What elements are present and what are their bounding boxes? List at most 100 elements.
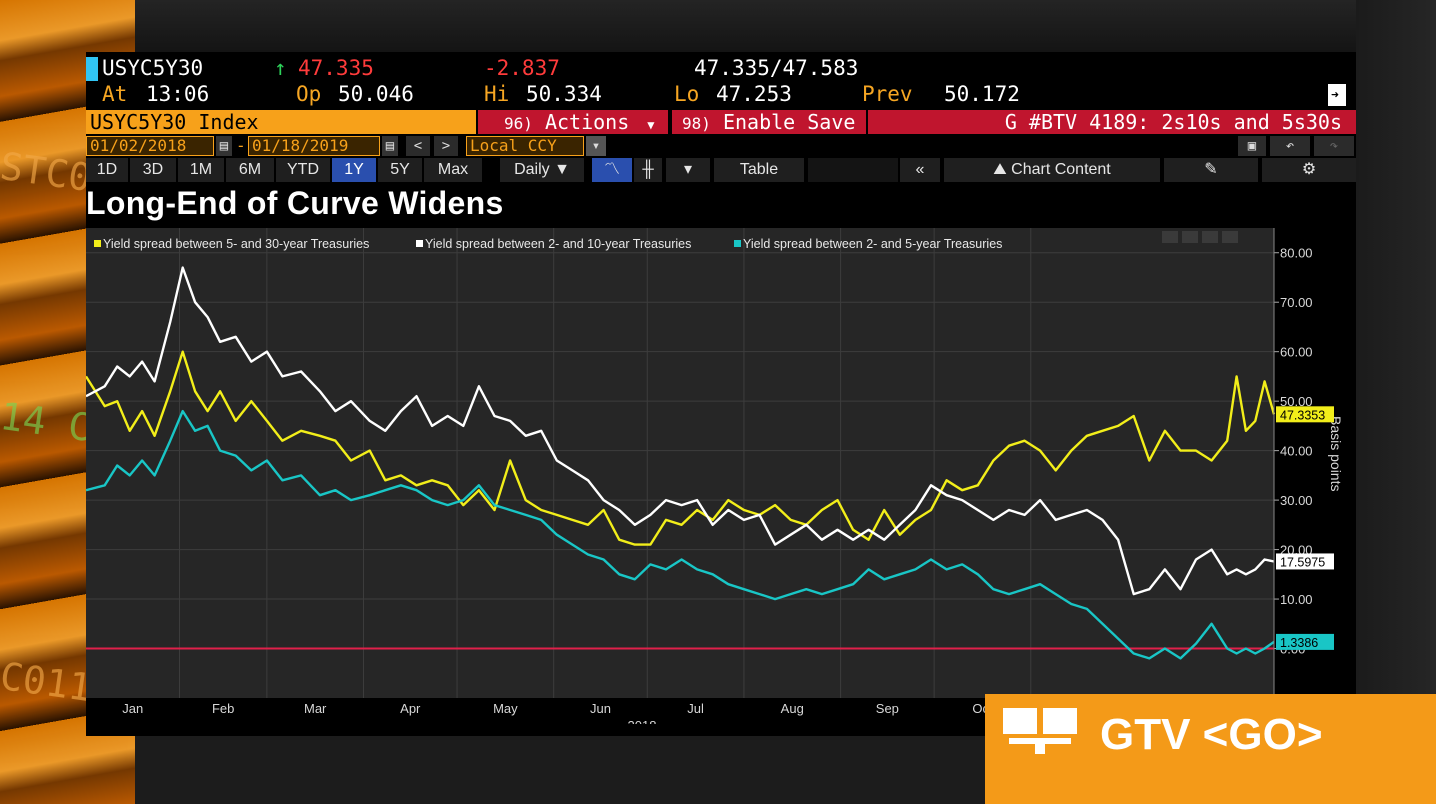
frequency-select[interactable]: Daily ▼ (500, 158, 584, 182)
currency-select[interactable]: Local CCY (466, 136, 584, 156)
legend-entry: Yield spread between 2- and 10-year Trea… (425, 237, 691, 251)
last-value-box (1276, 406, 1334, 423)
legend-swatch (94, 240, 101, 247)
low-label: Lo (674, 82, 700, 106)
last-value-tag: 47.3353 (1276, 406, 1334, 423)
zoom-in-icon[interactable] (1162, 231, 1178, 243)
date-dash: - (236, 136, 246, 155)
up-arrow-icon: ↑ (274, 56, 287, 80)
open-value: 50.046 (338, 82, 414, 106)
low-value: 47.253 (716, 82, 792, 106)
gtv-go-text: GTV <GO> (1100, 710, 1323, 759)
last-value-tag: 1.3386 (1276, 633, 1334, 650)
at-value: 13:06 (146, 82, 210, 106)
y-tick-label: 40.00 (1280, 444, 1313, 459)
x-tick-label: Jul (687, 701, 704, 716)
chevron-down-icon[interactable]: ▾ (586, 136, 606, 156)
net-change: -2.837 (484, 56, 560, 80)
period-button-1d[interactable]: 1D (86, 158, 128, 182)
series-line[interactable] (86, 350, 1276, 546)
prev-label: Prev (862, 82, 913, 106)
period-button-6m[interactable]: 6M (226, 158, 274, 182)
last-value-label: 47.3353 (1280, 408, 1325, 422)
calendar-icon[interactable]: ▤ (216, 136, 232, 156)
terminal-window: USYC5Y30 ↑ 47.335 -2.837 47.335/47.583 A… (86, 52, 1356, 736)
y-axis: 80.0070.0060.0050.0040.0030.0020.0010.00… (1273, 228, 1344, 698)
x-tick-label: Aug (781, 701, 804, 716)
x-tick-label: Sep (876, 701, 899, 716)
period-button-ytd[interactable]: YTD (276, 158, 330, 182)
chevron-left-icon[interactable]: < (406, 136, 430, 156)
y-tick-label: 10.00 (1280, 592, 1313, 607)
ticker[interactable]: USYC5Y30 (102, 56, 204, 80)
redo-icon[interactable]: ↷ (1314, 136, 1354, 156)
ghost-text: C011 (0, 653, 95, 711)
export-icon[interactable]: ➜ (1328, 84, 1346, 106)
end-date-field[interactable]: 01/18/2019 (248, 136, 380, 156)
table-button[interactable]: Table (714, 158, 804, 182)
x-tick-label: Mar (304, 701, 327, 716)
line-chart-icon[interactable]: 〽 (592, 158, 632, 182)
undo-icon[interactable]: ↶ (1270, 136, 1310, 156)
bid-ask: 47.335/47.583 (694, 56, 859, 80)
period-button-1m[interactable]: 1M (178, 158, 224, 182)
double-chevron-left-icon[interactable]: « (900, 158, 940, 182)
actions-label: Actions (544, 110, 630, 134)
period-button-max[interactable]: Max (424, 158, 482, 182)
chart-area[interactable]: Yield spread between 5- and 30-year Trea… (86, 228, 1356, 724)
y-axis-label: Basis points (1328, 416, 1344, 491)
background-right (1356, 0, 1436, 804)
start-date-field[interactable]: 01/02/2018 (86, 136, 214, 156)
screens-icon (1003, 708, 1077, 754)
y-tick-label: 50.00 (1280, 394, 1313, 409)
legend: Yield spread between 5- and 30-year Trea… (94, 237, 1002, 251)
story-title[interactable]: G #BTV 4189: 2s10s and 5s30s (868, 110, 1356, 134)
x-tick-label: Apr (400, 701, 421, 716)
y-tick-label: 60.00 (1280, 345, 1313, 360)
legend-entry: Yield spread between 2- and 5-year Treas… (743, 237, 1002, 251)
period-button-1y[interactable]: 1Y (332, 158, 376, 182)
ghost-text: STC0 (0, 143, 95, 201)
chevron-down-icon[interactable]: ▾ (666, 158, 710, 182)
spacer (808, 158, 898, 182)
chevron-right-icon[interactable]: > (434, 136, 458, 156)
last-value-box (1276, 633, 1334, 650)
ticker-marker (86, 57, 98, 81)
series-line[interactable] (86, 266, 1275, 596)
period-row: 1D 3D 1M 6M YTD 1Y 5Y Max Daily ▼ 〽 ╫ ▾ Table «… (86, 158, 1356, 182)
series-line[interactable] (86, 409, 1275, 660)
period-button-5y[interactable]: 5Y (378, 158, 422, 182)
legend-swatch (734, 240, 741, 247)
actions-button[interactable]: 96) Actions ▼ (478, 110, 668, 134)
toolbar-row: USYC5Y30 Index 96) Actions ▼ 98) Enable … (86, 110, 1356, 134)
background-top (135, 0, 1356, 52)
legend-entry: Yield spread between 5- and 30-year Trea… (103, 237, 369, 251)
pen-icon[interactable] (1182, 231, 1198, 243)
bar-chart-icon[interactable]: ╫ (634, 158, 662, 182)
calendar-icon[interactable]: ▤ (382, 136, 398, 156)
chart-content-label: Chart Content (1011, 161, 1111, 178)
x-tick-label: Jan (122, 701, 143, 716)
last-value-label: 1.3386 (1280, 636, 1318, 650)
y-tick-label: 30.00 (1280, 493, 1313, 508)
chart-content-button[interactable]: ⛰ Chart Content (944, 158, 1160, 182)
quote-row-2: At 13:06 Op 50.046 Hi 50.334 Lo 47.253 P… (86, 82, 1356, 108)
x-axis-label: 2018 (628, 718, 657, 724)
play-icon[interactable]: ▣ (1238, 136, 1266, 156)
grid-icon[interactable] (1202, 231, 1218, 243)
y-tick-label: 80.00 (1280, 246, 1313, 261)
high-value: 50.334 (526, 82, 602, 106)
enable-save-button[interactable]: 98) Enable Save (672, 110, 866, 134)
chevron-down-icon: ▼ (647, 118, 655, 132)
search-icon[interactable] (1222, 231, 1238, 243)
save-label: Enable Save (722, 110, 856, 134)
last-value-box (1276, 553, 1334, 570)
period-button-3d[interactable]: 3D (130, 158, 176, 182)
gear-icon[interactable]: ⚙ (1262, 158, 1356, 182)
legend-swatch (416, 240, 423, 247)
edit-icon[interactable]: ✎ (1164, 158, 1258, 182)
grid (86, 228, 1274, 698)
x-tick-label: May (493, 701, 518, 716)
plot-toolbar (1162, 231, 1238, 243)
security-field[interactable]: USYC5Y30 Index (86, 110, 476, 134)
